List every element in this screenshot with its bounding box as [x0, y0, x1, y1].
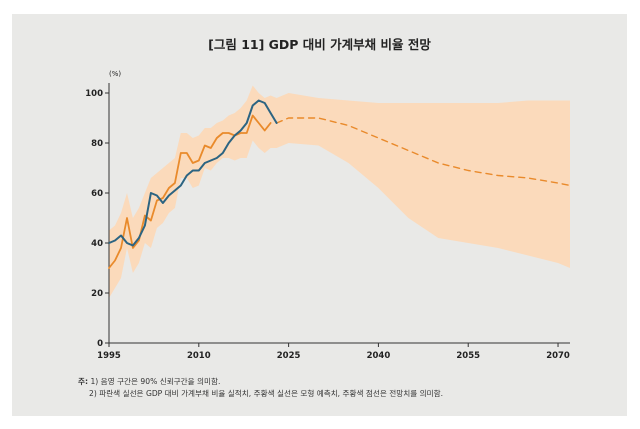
model-series-line [108, 114, 272, 269]
chart-panel: [그림 11] GDP 대비 가계부채 비율 전망 (%) 0 20 40 60 80 1… [12, 14, 627, 416]
actual-series-line [108, 99, 278, 247]
y-tick-label: 100 [85, 89, 103, 99]
x-tick-label: 1995 [97, 351, 121, 361]
y-tick-label: 40 [91, 239, 103, 249]
forecast-series-line [275, 117, 571, 187]
confidence-band-area [109, 85, 570, 298]
y-tick-label: 60 [91, 189, 103, 199]
x-tick-label: 2025 [277, 351, 301, 361]
x-tick-label: 2070 [546, 351, 570, 361]
y-tick-label: 20 [91, 289, 103, 299]
x-tick-label: 2055 [456, 351, 480, 361]
y-unit-label: (%) [109, 70, 121, 78]
x-tick-label: 2010 [187, 351, 211, 361]
footnote-2: 2) 파란색 실선은 GDP 대비 가계부채 비율 실적치, 주황색 실선은 모… [89, 389, 443, 398]
chart-title: [그림 11] GDP 대비 가계부채 비율 전망 [208, 37, 431, 52]
y-tick-label: 0 [97, 339, 103, 349]
x-tick-label: 2040 [367, 351, 391, 361]
footnotes: 주: 1) 음영 구간은 90% 신뢰구간을 의미함. 2) 파란색 실선은 G… [78, 376, 443, 400]
y-tick-label: 80 [91, 139, 103, 149]
footnote-1: 주: 1) 음영 구간은 90% 신뢰구간을 의미함. [78, 377, 221, 386]
